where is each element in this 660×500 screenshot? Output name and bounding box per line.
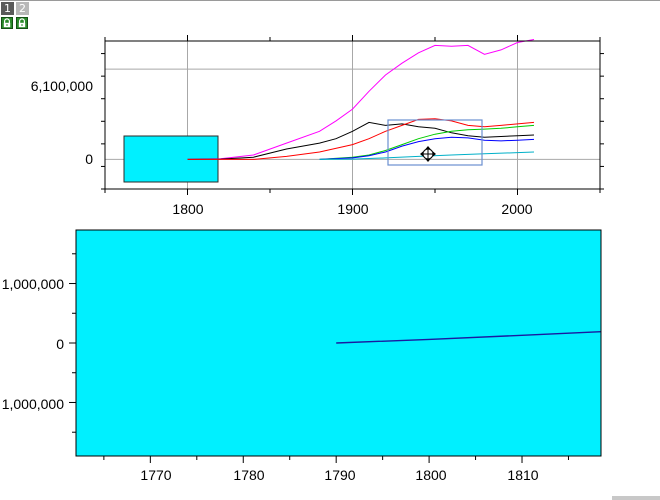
y-tick-label: 1,000,000 <box>2 276 64 292</box>
series-line <box>336 331 602 344</box>
horizontal-scrollbar-stub[interactable] <box>612 496 660 500</box>
x-tick-label: 1900 <box>337 201 368 217</box>
x-tick-label: 2000 <box>501 201 532 217</box>
y-tick-label: 0 <box>85 151 93 167</box>
x-tick-label: 1790 <box>324 467 355 483</box>
y-tick-label: 6,100,000 <box>31 78 93 94</box>
x-tick-label: 1780 <box>233 467 264 483</box>
top-graph-series <box>187 39 535 160</box>
top-graph-ticks <box>101 35 604 195</box>
y-tick-label: 0 <box>56 336 64 352</box>
x-tick-label: 1770 <box>140 467 171 483</box>
x-tick-label: 1810 <box>507 467 538 483</box>
series-line <box>319 151 535 160</box>
tab-1[interactable]: 1 <box>1 2 14 15</box>
lock-icon[interactable] <box>1 16 13 29</box>
series-line <box>187 118 535 160</box>
y-tick-label: 1,000,000 <box>2 396 64 412</box>
bottom-graph-ticks <box>69 253 569 463</box>
x-tick-label: 1800 <box>172 201 203 217</box>
series-line <box>319 124 535 160</box>
bottom-graph-series <box>336 331 602 344</box>
x-tick-label: 1800 <box>415 467 446 483</box>
series-line <box>319 136 535 160</box>
lock-icon[interactable] <box>16 16 28 29</box>
series-line <box>187 39 535 160</box>
series-line <box>187 121 535 160</box>
window-top-border <box>0 0 660 1</box>
move-cursor-icon <box>420 146 436 162</box>
selection-box[interactable] <box>387 119 483 166</box>
tab-2[interactable]: 2 <box>16 2 29 15</box>
